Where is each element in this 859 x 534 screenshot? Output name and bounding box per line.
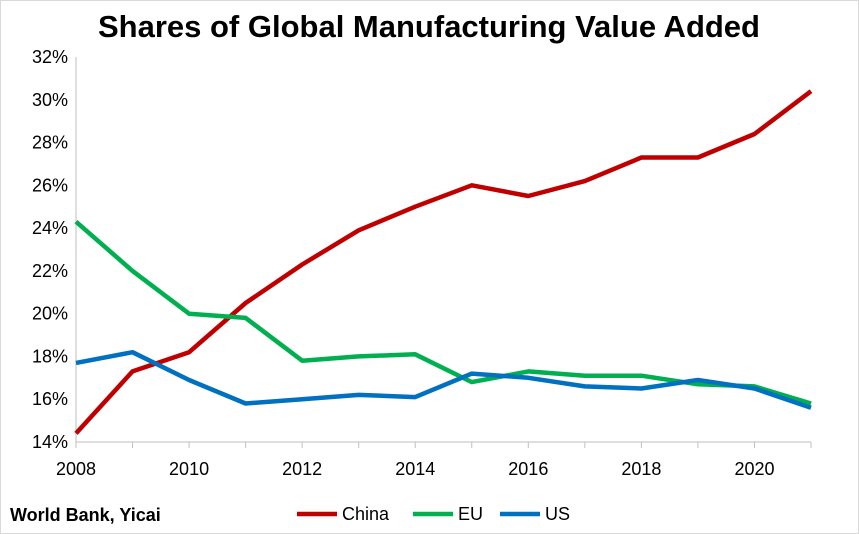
y-tick-label: 14% <box>32 432 68 452</box>
source-note: World Bank, Yicai <box>10 505 161 525</box>
x-tick-label: 2020 <box>734 459 774 479</box>
y-tick-label: 24% <box>32 218 68 238</box>
series-line-us <box>75 349 812 410</box>
chart-title: Shares of Global Manufacturing Value Add… <box>98 9 760 44</box>
y-tick-label: 28% <box>32 133 68 153</box>
y-tick-label: 20% <box>32 304 68 324</box>
x-axis: 2008 2010 2012 2014 2016 2018 2020 <box>56 441 812 479</box>
x-tick-label: 2010 <box>169 459 209 479</box>
series-lines <box>74 89 813 435</box>
y-tick-label: 30% <box>32 90 68 110</box>
y-tick-label: 22% <box>32 261 68 281</box>
legend-label-eu: EU <box>458 504 483 524</box>
legend-label-us: US <box>545 504 570 524</box>
y-tick-label: 32% <box>32 47 68 67</box>
x-tick-label: 2008 <box>56 459 96 479</box>
x-tick-label: 2018 <box>621 459 661 479</box>
y-tick-label: 16% <box>32 389 68 409</box>
series-line-china <box>74 89 813 435</box>
x-tick-label: 2016 <box>508 459 548 479</box>
x-tick-label: 2012 <box>282 459 322 479</box>
legend-label-china: China <box>342 504 390 524</box>
legend: China EU US <box>297 504 570 524</box>
x-tick-label: 2014 <box>395 459 435 479</box>
y-tick-label: 18% <box>32 346 68 366</box>
y-axis: 14% 16% 18% 20% 22% 24% 26% 28% 30% 32% <box>32 47 77 452</box>
y-tick-label: 26% <box>32 175 68 195</box>
